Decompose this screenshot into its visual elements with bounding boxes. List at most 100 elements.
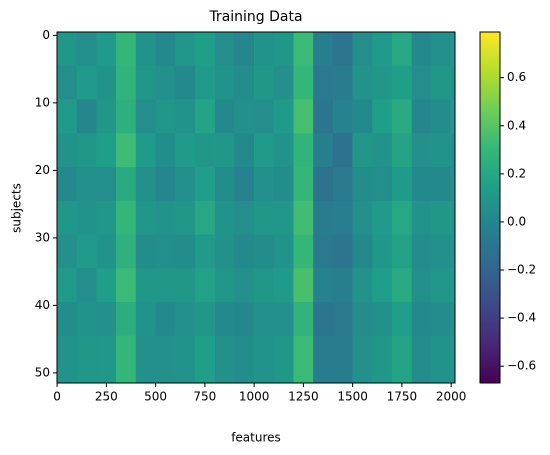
x-tick-label: 1000 bbox=[239, 390, 270, 404]
heatmap-cell bbox=[234, 65, 255, 100]
heatmap-cell bbox=[451, 200, 456, 235]
heatmap-cell bbox=[194, 133, 215, 168]
heatmap-cell bbox=[175, 65, 196, 100]
heatmap-cell bbox=[155, 302, 176, 337]
heatmap-cell bbox=[234, 32, 255, 67]
heatmap-cell bbox=[135, 302, 156, 337]
heatmap-cell bbox=[332, 99, 353, 134]
heatmap-cell bbox=[194, 268, 215, 303]
heatmap-cell bbox=[451, 32, 456, 67]
heatmap-cell bbox=[175, 268, 196, 303]
heatmap-cell bbox=[175, 32, 196, 67]
heatmap-cell bbox=[431, 99, 452, 134]
heatmap-cell bbox=[352, 99, 373, 134]
heatmap-cell bbox=[273, 234, 294, 269]
heatmap-cell bbox=[431, 200, 452, 235]
heatmap-cell bbox=[313, 335, 334, 384]
heatmap-cell bbox=[332, 65, 353, 100]
heatmap-cell bbox=[254, 200, 275, 235]
heatmap-cell bbox=[194, 335, 215, 384]
heatmap-cell bbox=[155, 32, 176, 67]
heatmap-cell bbox=[96, 32, 117, 67]
heatmap-cell bbox=[155, 167, 176, 202]
heatmap-cell bbox=[116, 65, 137, 100]
heatmap-cell bbox=[116, 268, 137, 303]
axes-frame bbox=[56, 31, 456, 384]
heatmap-cell bbox=[352, 200, 373, 235]
heatmap-cell bbox=[194, 200, 215, 235]
heatmap-cell bbox=[155, 200, 176, 235]
heatmap-cell bbox=[391, 200, 412, 235]
heatmap-cell bbox=[451, 268, 456, 303]
heatmap-cell bbox=[273, 32, 294, 67]
heatmap-cell bbox=[391, 268, 412, 303]
x-tick-label: 1250 bbox=[288, 390, 319, 404]
heatmap-cell bbox=[293, 234, 314, 269]
heatmap-cell bbox=[76, 32, 97, 67]
heatmap-cell bbox=[214, 335, 235, 384]
heatmap-cell bbox=[135, 200, 156, 235]
heatmap-cell bbox=[372, 99, 393, 134]
heatmap-cell bbox=[234, 133, 255, 168]
heatmap-cell bbox=[293, 133, 314, 168]
heatmap-cell bbox=[96, 234, 117, 269]
y-tick-label: 0 bbox=[42, 28, 50, 42]
colorbar-tick-label: 0.4 bbox=[507, 118, 526, 132]
heatmap-cell bbox=[234, 200, 255, 235]
heatmap-cell bbox=[411, 200, 432, 235]
heatmap-cell bbox=[293, 335, 314, 384]
heatmap-cell bbox=[76, 65, 97, 100]
heatmap-cell bbox=[431, 302, 452, 337]
heatmap-cell bbox=[57, 65, 78, 100]
heatmap-cell bbox=[234, 302, 255, 337]
heatmap-cell bbox=[234, 335, 255, 384]
heatmap-cell bbox=[116, 32, 137, 67]
heatmap-cell bbox=[313, 302, 334, 337]
heatmap-cell bbox=[372, 234, 393, 269]
colorbar-tick-label: −0.6 bbox=[507, 359, 536, 373]
heatmap-cell bbox=[96, 268, 117, 303]
heatmap-cell bbox=[135, 32, 156, 67]
x-axis-label: features bbox=[231, 431, 281, 445]
x-tick-label: 0 bbox=[53, 390, 61, 404]
heatmap-cell bbox=[431, 268, 452, 303]
heatmap-cell bbox=[451, 167, 456, 202]
heatmap-cell bbox=[214, 65, 235, 100]
heatmap-cell bbox=[155, 133, 176, 168]
heatmap-cell bbox=[135, 335, 156, 384]
heatmap-cell bbox=[352, 268, 373, 303]
heatmap-cell bbox=[293, 65, 314, 100]
heatmap-cell bbox=[391, 32, 412, 67]
heatmap-cell bbox=[96, 99, 117, 134]
heatmap-cell bbox=[332, 200, 353, 235]
heatmap-cell bbox=[76, 234, 97, 269]
heatmap-cell bbox=[411, 302, 432, 337]
heatmap-cell bbox=[391, 302, 412, 337]
heatmap-cell bbox=[332, 302, 353, 337]
heatmap-cell bbox=[391, 167, 412, 202]
heatmap-cell bbox=[135, 268, 156, 303]
heatmap-cell bbox=[175, 133, 196, 168]
heatmap-cell bbox=[332, 335, 353, 384]
colorbar-tick-label: 0.6 bbox=[507, 70, 526, 84]
heatmap-cell bbox=[411, 99, 432, 134]
heatmap-cell bbox=[431, 65, 452, 100]
y-tick-label: 50 bbox=[35, 365, 50, 379]
heatmap-cell bbox=[175, 234, 196, 269]
colorbar-tick-label: 0.2 bbox=[507, 166, 526, 180]
heatmap-cell bbox=[57, 234, 78, 269]
heatmap-cell bbox=[411, 65, 432, 100]
heatmap-cell bbox=[155, 335, 176, 384]
heatmap-cell bbox=[254, 234, 275, 269]
heatmap-cell bbox=[214, 234, 235, 269]
heatmap-cell bbox=[76, 133, 97, 168]
heatmap-cell bbox=[254, 65, 275, 100]
x-tick-label: 2000 bbox=[436, 390, 467, 404]
heatmap-cell bbox=[194, 65, 215, 100]
heatmap-cell bbox=[76, 99, 97, 134]
heatmap-cell bbox=[175, 335, 196, 384]
heatmap-cell bbox=[116, 133, 137, 168]
heatmap bbox=[57, 32, 456, 384]
heatmap-cell bbox=[96, 335, 117, 384]
heatmap-cell bbox=[313, 234, 334, 269]
